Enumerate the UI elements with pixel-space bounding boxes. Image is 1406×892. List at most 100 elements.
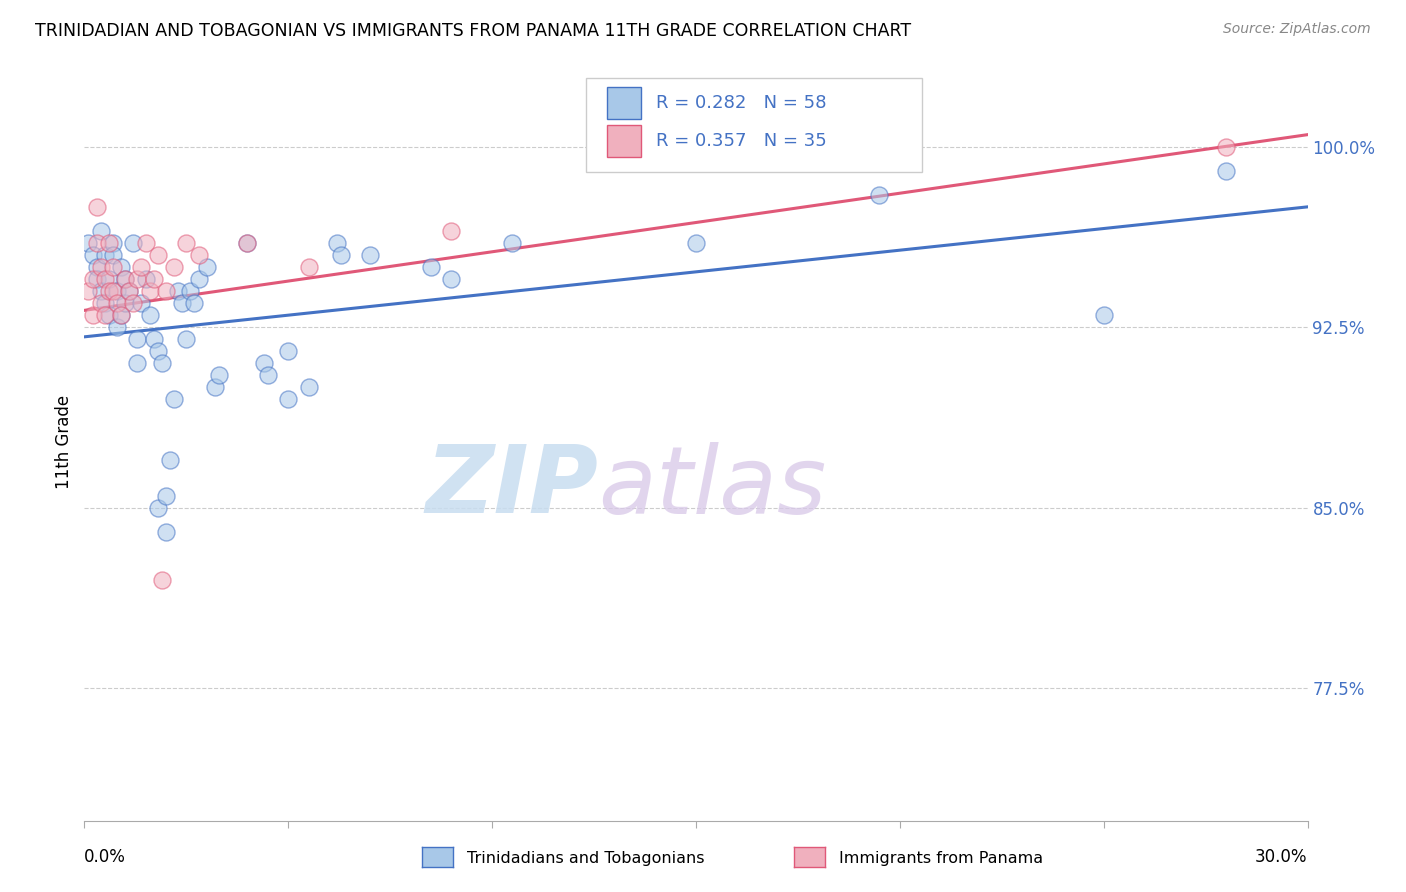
- Point: [146, 344, 169, 359]
- Text: R = 0.282   N = 58: R = 0.282 N = 58: [655, 95, 827, 112]
- Point: [298, 260, 321, 274]
- FancyBboxPatch shape: [606, 126, 641, 157]
- Point: [114, 296, 136, 310]
- Text: 0.0%: 0.0%: [84, 848, 127, 866]
- Point: [277, 392, 299, 407]
- Point: [146, 500, 169, 515]
- Point: [101, 284, 124, 298]
- Point: [82, 272, 104, 286]
- Text: 30.0%: 30.0%: [1256, 848, 1308, 866]
- Point: [440, 224, 463, 238]
- Point: [114, 272, 136, 286]
- Point: [1215, 139, 1237, 153]
- Point: [86, 235, 108, 250]
- Point: [187, 272, 209, 286]
- Point: [187, 248, 209, 262]
- Point: [359, 248, 381, 262]
- Point: [135, 235, 157, 250]
- Point: [330, 248, 353, 262]
- Text: atlas: atlas: [598, 442, 827, 533]
- Point: [77, 284, 100, 298]
- Point: [90, 260, 112, 274]
- Point: [122, 235, 145, 250]
- Text: Source: ZipAtlas.com: Source: ZipAtlas.com: [1223, 22, 1371, 37]
- Point: [97, 272, 120, 286]
- Point: [1215, 163, 1237, 178]
- Point: [86, 200, 108, 214]
- Point: [110, 260, 132, 274]
- Point: [155, 489, 177, 503]
- Point: [146, 248, 169, 262]
- Point: [163, 392, 186, 407]
- Point: [114, 272, 136, 286]
- Text: R = 0.357   N = 35: R = 0.357 N = 35: [655, 132, 827, 150]
- Point: [142, 332, 165, 346]
- Point: [93, 272, 115, 286]
- Point: [110, 308, 132, 322]
- Point: [420, 260, 443, 274]
- Point: [93, 248, 115, 262]
- Point: [127, 332, 149, 346]
- Point: [105, 296, 128, 310]
- Point: [204, 380, 226, 394]
- Point: [150, 356, 173, 370]
- Point: [101, 248, 124, 262]
- Point: [93, 296, 115, 310]
- Point: [155, 524, 177, 539]
- Point: [208, 368, 231, 383]
- Point: [105, 284, 128, 298]
- Point: [326, 235, 349, 250]
- Point: [172, 296, 194, 310]
- Point: [298, 380, 321, 394]
- Text: Trinidadians and Tobagonians: Trinidadians and Tobagonians: [467, 852, 704, 866]
- Point: [138, 284, 160, 298]
- Point: [502, 235, 524, 250]
- Point: [142, 272, 165, 286]
- Text: TRINIDADIAN AND TOBAGONIAN VS IMMIGRANTS FROM PANAMA 11TH GRADE CORRELATION CHAR: TRINIDADIAN AND TOBAGONIAN VS IMMIGRANTS…: [35, 22, 911, 40]
- Point: [82, 248, 104, 262]
- Point: [110, 308, 132, 322]
- Point: [155, 284, 177, 298]
- Point: [1092, 308, 1115, 322]
- Text: Immigrants from Panama: Immigrants from Panama: [839, 852, 1043, 866]
- Point: [118, 284, 141, 298]
- Point: [131, 296, 153, 310]
- Point: [159, 452, 181, 467]
- Point: [135, 272, 157, 286]
- Point: [257, 368, 280, 383]
- Point: [183, 296, 205, 310]
- Point: [90, 224, 112, 238]
- Point: [127, 272, 149, 286]
- Point: [97, 235, 120, 250]
- Point: [97, 308, 120, 322]
- Point: [766, 139, 789, 153]
- FancyBboxPatch shape: [586, 78, 922, 172]
- Point: [195, 260, 218, 274]
- Text: ZIP: ZIP: [425, 441, 598, 533]
- Point: [277, 344, 299, 359]
- Point: [93, 308, 115, 322]
- Point: [440, 272, 463, 286]
- Point: [97, 284, 120, 298]
- Point: [86, 272, 108, 286]
- Point: [82, 308, 104, 322]
- Point: [163, 260, 186, 274]
- Point: [105, 320, 128, 334]
- Point: [118, 284, 141, 298]
- Point: [90, 296, 112, 310]
- Point: [179, 284, 201, 298]
- Point: [101, 260, 124, 274]
- Point: [869, 187, 891, 202]
- FancyBboxPatch shape: [606, 87, 641, 120]
- Point: [86, 260, 108, 274]
- Point: [685, 235, 707, 250]
- Point: [122, 296, 145, 310]
- Point: [131, 260, 153, 274]
- Point: [127, 356, 149, 370]
- Point: [174, 332, 197, 346]
- Point: [138, 308, 160, 322]
- Point: [174, 235, 197, 250]
- Y-axis label: 11th Grade: 11th Grade: [55, 394, 73, 489]
- Point: [150, 573, 173, 587]
- Point: [101, 235, 124, 250]
